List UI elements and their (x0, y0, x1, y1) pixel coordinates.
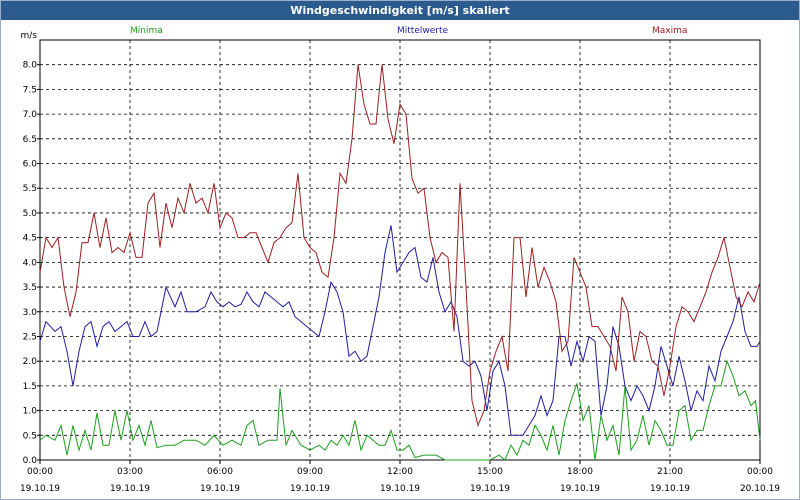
y-axis-ticks: 0.0 0.5 1.0 1.5 2.0 2.5 3.0 3.5 4.0 4.5 5.0 5.5 6.0 6… (21, 31, 40, 466)
x-tick-time: 12:00 (387, 467, 413, 477)
y-tick-label: 5.0 (23, 209, 38, 219)
y-tick-label: 4.5 (23, 234, 37, 244)
x-tick-date: 19.10.19 (380, 484, 420, 494)
x-tick-time: 18:00 (567, 467, 593, 477)
x-tick-date: 19.10.19 (650, 484, 690, 494)
y-tick-label: 0.5 (23, 431, 37, 441)
x-tick-time: 03:00 (117, 467, 143, 477)
legend-item-mittelwerte: Mittelwerte (397, 26, 448, 36)
x-tick-date: 19.10.19 (470, 484, 510, 494)
x-tick-time: 00:00 (747, 467, 773, 477)
x-tick-date: 19.10.19 (290, 484, 330, 494)
y-tick-label: 6.5 (23, 135, 37, 145)
legend: Minima Mittelwerte Maxima (130, 26, 687, 36)
x-tick-time: 00:00 (27, 467, 53, 477)
y-tick-label: 3.0 (23, 308, 38, 318)
x-tick-time: 06:00 (207, 467, 233, 477)
series-line-minima (39, 359, 761, 461)
x-tick-date: 19.10.19 (560, 484, 600, 494)
legend-item-minima: Minima (130, 26, 163, 36)
x-tick-date: 19.10.19 (200, 484, 240, 494)
y-tick-label: 6.0 (23, 160, 38, 170)
x-tick-time: 09:00 (297, 467, 323, 477)
y-axis-label: m/s (21, 31, 38, 41)
chart-title: Windgeschwindigkeit [m/s] skaliert (1, 1, 799, 20)
y-tick-label: 7.0 (23, 110, 38, 120)
y-tick-label: 0.0 (23, 456, 38, 466)
y-tick-label: 1.5 (23, 382, 37, 392)
y-tick-label: 4.0 (23, 258, 38, 268)
y-tick-label: 2.5 (23, 332, 37, 342)
series-line-maxima (39, 64, 761, 428)
x-axis-ticks: 00:00 19.10.19 03:00 19.10.19 06:00 19.10.19 0… (20, 460, 780, 494)
y-tick-label: 8.0 (23, 61, 38, 71)
series-line-mittelwerte (39, 225, 761, 436)
x-tick-time: 21:00 (657, 467, 683, 477)
y-tick-label: 5.5 (23, 184, 37, 194)
x-tick-date: 19.10.19 (20, 484, 60, 494)
y-tick-label: 2.0 (23, 357, 38, 367)
series-lines (39, 64, 761, 461)
legend-item-maxima: Maxima (652, 26, 687, 36)
y-tick-label: 7.5 (23, 85, 37, 95)
x-tick-time: 15:00 (477, 467, 503, 477)
x-tick-date: 19.10.19 (110, 484, 150, 494)
y-tick-label: 3.5 (23, 283, 37, 293)
x-tick-date: 20.10.19 (740, 484, 780, 494)
y-tick-label: 1.0 (23, 407, 38, 417)
